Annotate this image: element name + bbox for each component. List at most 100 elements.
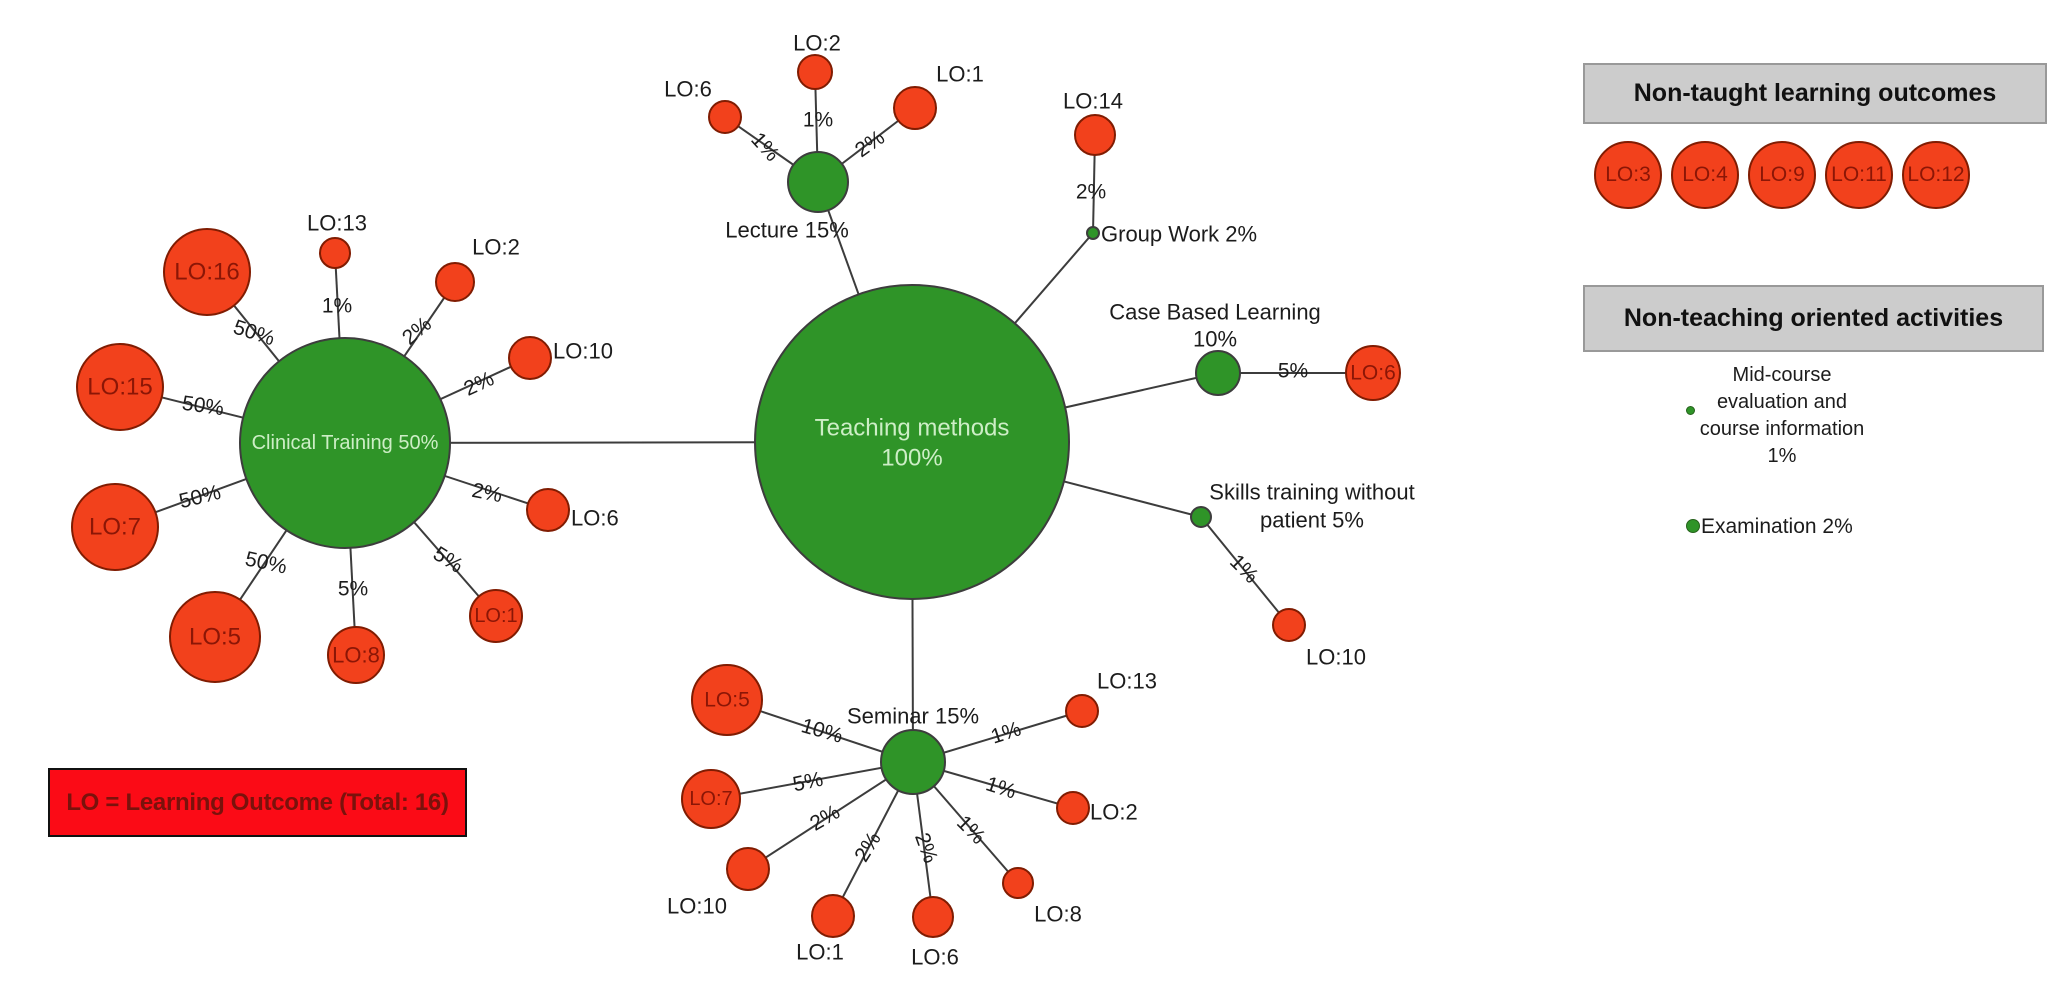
lo9-circle: LO:9 (1748, 141, 1816, 209)
lo-definition-box: LO = Learning Outcome (Total: 16) (48, 768, 467, 837)
lo12-label: LO:12 (1907, 163, 1965, 186)
node-label-cl-lo5: LO:5 (189, 624, 241, 651)
node-label-cl-lo10: LO:10 (553, 339, 613, 364)
mid-course-line-3: course information (1699, 418, 1865, 440)
edge-label-cl-lo5: 50% (243, 547, 289, 578)
edge-label-cl-lo1: 5% (429, 542, 467, 578)
edge-label-sem-lo13: 1% (988, 717, 1024, 748)
lo9-label: LO:9 (1759, 163, 1805, 186)
node-sem-lo10 (726, 847, 770, 891)
node-lec-lo6 (708, 100, 742, 134)
mid-course-note: Mid-course evaluation and course informa… (1659, 362, 1905, 470)
non-taught-outcomes-box: Non-taught learning outcomes (1583, 63, 2047, 124)
node-lec-lo1 (893, 86, 937, 130)
node-sem-lo5 (691, 664, 763, 736)
node-label-cbl-lo6: LO:6 (1350, 362, 1396, 385)
edge-skills-sk-lo10 (1200, 516, 1290, 626)
node-label-cl-lo2: LO:2 (472, 235, 520, 260)
node-cl-lo10 (508, 336, 552, 380)
node-label-sem-lo13: LO:13 (1097, 669, 1157, 694)
node-cbl (1195, 350, 1241, 396)
non-teaching-activities-title: Non-teaching oriented activities (1623, 304, 2004, 332)
node-label-lec-lo1: LO:1 (936, 62, 984, 87)
node-label-sk-lo10: LO:10 (1306, 645, 1366, 670)
node-clinical (239, 337, 451, 549)
node-label-sem-lo7: LO:7 (689, 788, 732, 810)
node-label-groupwork: Group Work 2% (1101, 222, 1257, 247)
mid-course-line-4: 1% (1767, 445, 1797, 467)
node-label-skills: patient 5% (1260, 508, 1364, 533)
node-label-sem-lo8: LO:8 (1034, 902, 1082, 927)
node-sk-lo10 (1272, 608, 1306, 642)
lo4-circle: LO:4 (1671, 141, 1739, 209)
node-label-sem-lo2: LO:2 (1090, 800, 1138, 825)
edge-label-cl-lo10: 2% (460, 367, 497, 401)
node-cl-lo8 (327, 626, 385, 684)
node-label-cl-lo13: LO:13 (307, 211, 367, 236)
node-label-teaching: Teaching methods (815, 415, 1010, 442)
node-label-lo14: LO:14 (1063, 89, 1123, 114)
node-lec-lo2 (797, 54, 833, 90)
edge-label-lec-lo6: 1% (746, 128, 783, 166)
node-cl-lo15 (76, 343, 164, 431)
lo-definition-label: LO = Learning Outcome (Total: 16) (66, 788, 449, 816)
edge-label-cl-lo7: 50% (177, 481, 223, 513)
mid-course-line-2: evaluation and (1716, 391, 1848, 413)
node-groupwork (1086, 226, 1100, 240)
node-cl-lo1 (469, 589, 523, 643)
examination-label: Examination 2% (1701, 515, 1853, 538)
mid-course-dot (1686, 406, 1695, 415)
node-label-cl-lo16: LO:16 (174, 259, 239, 286)
edge-label-sem-lo10: 2% (806, 800, 844, 835)
edge-label-cl-lo6: 2% (470, 479, 504, 507)
node-label-skills: Skills training without (1209, 480, 1414, 505)
edge-label-sem-lo2: 1% (983, 772, 1019, 803)
lo4-label: LO:4 (1682, 163, 1728, 186)
node-cl-lo16 (163, 228, 251, 316)
node-label-cl-lo7: LO:7 (89, 514, 141, 541)
lo3-circle: LO:3 (1594, 141, 1662, 209)
node-label-cbl: 10% (1193, 327, 1237, 352)
node-label-cl-lo8: LO:8 (332, 643, 380, 668)
edge-label-sem-lo5: 10% (799, 714, 846, 748)
node-label-cl-lo1: LO:1 (474, 605, 517, 627)
node-sem-lo2 (1056, 791, 1090, 825)
edge-label-sem-lo1: 2% (850, 828, 886, 866)
edge-label-lec-lo2: 1% (803, 109, 833, 132)
node-label-lec-lo6: LO:6 (664, 77, 712, 102)
node-label-seminar: Seminar 15% (847, 704, 979, 729)
non-taught-outcomes-title: Non-taught learning outcomes (1633, 79, 1997, 107)
node-cl-lo13 (319, 237, 351, 269)
edge-label-cbl-lo6: 5% (1278, 360, 1308, 383)
node-sem-lo8 (1002, 867, 1034, 899)
edge-label-lo14: 2% (1076, 181, 1106, 204)
node-sem-lo13 (1065, 694, 1099, 728)
node-label-sem-lo10: LO:10 (667, 894, 727, 919)
lo3-label: LO:3 (1605, 163, 1651, 186)
node-cl-lo7 (71, 483, 159, 571)
node-cbl-lo6 (1345, 345, 1401, 401)
edge-label-sem-lo7: 5% (791, 768, 825, 797)
node-label-cl-lo6: LO:6 (571, 506, 619, 531)
lo12-circle: LO:12 (1902, 141, 1970, 209)
node-cl-lo6 (526, 488, 570, 532)
lo11-label: LO:11 (1831, 163, 1887, 186)
edge-label-cl-lo8: 5% (338, 578, 368, 601)
node-cl-lo2 (435, 262, 475, 302)
node-label-cl-lo15: LO:15 (87, 374, 152, 401)
node-cl-lo5 (169, 591, 261, 683)
examination-dot (1686, 519, 1700, 533)
node-lecture (787, 151, 849, 213)
edge-label-sem-lo6: 2% (910, 830, 942, 866)
node-sem-lo1 (811, 894, 855, 938)
edge-label-cl-lo16: 50% (230, 316, 277, 351)
node-label-lecture: Lecture 15% (725, 218, 849, 243)
node-sem-lo6 (912, 896, 954, 938)
node-seminar (880, 729, 946, 795)
node-label-lec-lo2: LO:2 (793, 31, 841, 56)
node-sem-lo7 (681, 769, 741, 829)
node-skills (1190, 506, 1212, 528)
edge-label-sk-lo10: 1% (1225, 550, 1263, 588)
